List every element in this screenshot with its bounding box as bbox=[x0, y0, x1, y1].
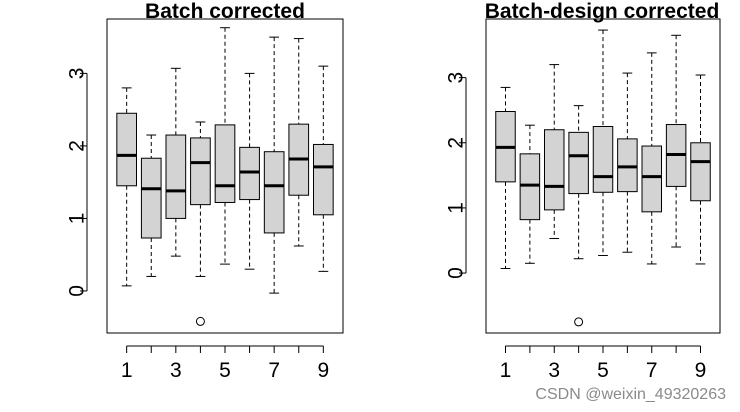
x-tick-label: 5 bbox=[219, 359, 231, 382]
y-tick-label: 2 bbox=[445, 137, 468, 149]
iqr-box bbox=[519, 153, 541, 221]
iqr-box bbox=[544, 129, 565, 211]
box-3 bbox=[165, 67, 187, 257]
iqr-box bbox=[263, 151, 285, 234]
outlier-point bbox=[195, 316, 205, 326]
y-tick-label: 1 bbox=[445, 202, 468, 214]
iqr-box bbox=[140, 157, 162, 239]
box-7 bbox=[641, 52, 662, 265]
box-8 bbox=[288, 38, 310, 247]
y-tick-label: 2 bbox=[66, 140, 89, 152]
iqr-box bbox=[190, 137, 211, 206]
x-tick-label: 3 bbox=[170, 359, 182, 382]
box-8 bbox=[665, 34, 687, 248]
box-6 bbox=[239, 72, 260, 270]
chart-panel-2: Batch-design corrected 0 1 2 3 1 3 5 7 9 bbox=[445, 0, 721, 382]
x-tick-label: 1 bbox=[500, 359, 512, 382]
box-5 bbox=[214, 27, 236, 265]
iqr-box bbox=[617, 138, 638, 193]
box-2 bbox=[140, 134, 162, 277]
iqr-box bbox=[214, 124, 236, 203]
box-3 bbox=[544, 64, 565, 240]
plot-frame bbox=[106, 18, 344, 334]
plot-frame bbox=[485, 18, 721, 334]
box-1 bbox=[495, 86, 516, 270]
y-tick-label: 3 bbox=[66, 68, 89, 80]
box-9 bbox=[313, 65, 334, 272]
box-5 bbox=[592, 29, 614, 256]
box-6 bbox=[617, 72, 638, 253]
iqr-box bbox=[641, 145, 662, 213]
outlier-point bbox=[574, 317, 584, 327]
box-4 bbox=[190, 121, 211, 326]
iqr-box bbox=[165, 134, 187, 219]
x-tick-label: 9 bbox=[695, 359, 707, 382]
x-tick-label: 9 bbox=[317, 359, 329, 382]
iqr-box bbox=[690, 142, 711, 202]
x-tick-label: 7 bbox=[646, 359, 658, 382]
box-4 bbox=[568, 105, 589, 327]
x-tick-label: 1 bbox=[121, 359, 133, 382]
y-tick-label: 0 bbox=[445, 267, 468, 279]
iqr-box bbox=[313, 143, 334, 216]
box-9 bbox=[690, 74, 711, 265]
iqr-box bbox=[116, 112, 138, 187]
x-tick-label: 7 bbox=[268, 359, 280, 382]
chart-panel-1: Batch corrected 0 1 2 3 1 3 5 7 9 bbox=[66, 0, 344, 382]
box-2 bbox=[519, 124, 541, 264]
iqr-box bbox=[592, 125, 614, 193]
x-tick-label: 5 bbox=[597, 359, 609, 382]
box-7 bbox=[263, 36, 285, 294]
chart-title: Batch corrected bbox=[145, 0, 305, 23]
y-tick-label: 1 bbox=[66, 213, 89, 225]
iqr-box bbox=[568, 131, 589, 195]
chart-title: Batch-design corrected bbox=[485, 0, 720, 23]
box-1 bbox=[116, 87, 138, 287]
watermark: CSDN @weixin_49320263 bbox=[535, 386, 726, 403]
x-tick-label: 3 bbox=[548, 359, 560, 382]
y-tick-label: 3 bbox=[445, 72, 468, 84]
y-tick-label: 0 bbox=[66, 285, 89, 297]
